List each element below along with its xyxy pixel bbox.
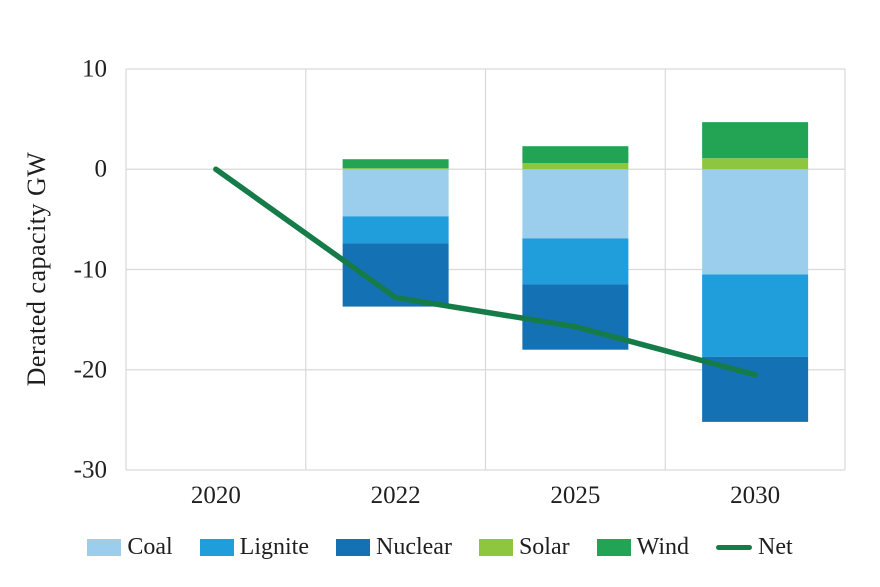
bar-segment-nuclear-2025	[522, 284, 629, 350]
bar-segment-lignite-2025	[522, 238, 629, 285]
legend-swatch-nuclear-icon	[336, 538, 370, 556]
bar-segment-wind-2022	[342, 159, 449, 169]
x-axis-label-2030: 2030	[730, 482, 781, 509]
legend-item-coal: Coal	[87, 534, 173, 560]
legend-item-solar: Solar	[478, 534, 570, 560]
y-tick-label: 0	[94, 155, 108, 183]
legend-label-net: Net	[757, 534, 793, 560]
legend: Coal Lignite Nuclear Solar Wind Net	[0, 535, 880, 559]
legend-label-solar: Solar	[518, 534, 570, 560]
x-axis-label-2022: 2022	[370, 482, 421, 509]
legend-item-wind: Wind	[596, 534, 689, 560]
legend-label-wind: Wind	[636, 534, 689, 560]
legend-swatch-coal-icon	[87, 538, 122, 556]
legend-item-lignite: Lignite	[199, 534, 309, 560]
bar-segment-coal-2022	[342, 169, 449, 217]
bar-segment-lignite-2030	[702, 274, 809, 357]
bar-segment-solar-2025	[522, 163, 629, 170]
x-axis-label-2020: 2020	[190, 482, 241, 509]
y-tick-label: -30	[73, 456, 107, 484]
y-tick-label: 10	[82, 55, 107, 83]
legend-label-nuclear: Nuclear	[376, 534, 452, 560]
legend-swatch-solar-icon	[478, 538, 513, 556]
bar-segment-lignite-2022	[342, 216, 449, 244]
legend-item-nuclear: Nuclear	[336, 535, 452, 559]
legend-swatch-net-line	[715, 544, 752, 550]
bar-segment-solar-2022	[342, 168, 449, 170]
y-tick-label: -10	[73, 256, 107, 283]
bar-segment-coal-2025	[522, 169, 629, 239]
legend-label-lignite: Lignite	[239, 534, 309, 560]
bar-segment-solar-2030	[702, 158, 809, 170]
bar-segment-coal-2030	[702, 169, 809, 275]
bar-segment-wind-2025	[522, 146, 629, 164]
y-tick-label: -20	[73, 356, 107, 384]
legend-swatch-lignite-icon	[199, 538, 234, 556]
x-axis-label-2025: 2025	[550, 482, 601, 509]
bar-segment-wind-2030	[702, 122, 809, 159]
legend-label-coal: Coal	[127, 534, 173, 560]
legend-item-net: Net	[715, 534, 793, 560]
net-line	[213, 166, 758, 378]
legend-swatch-wind-icon	[596, 538, 631, 556]
